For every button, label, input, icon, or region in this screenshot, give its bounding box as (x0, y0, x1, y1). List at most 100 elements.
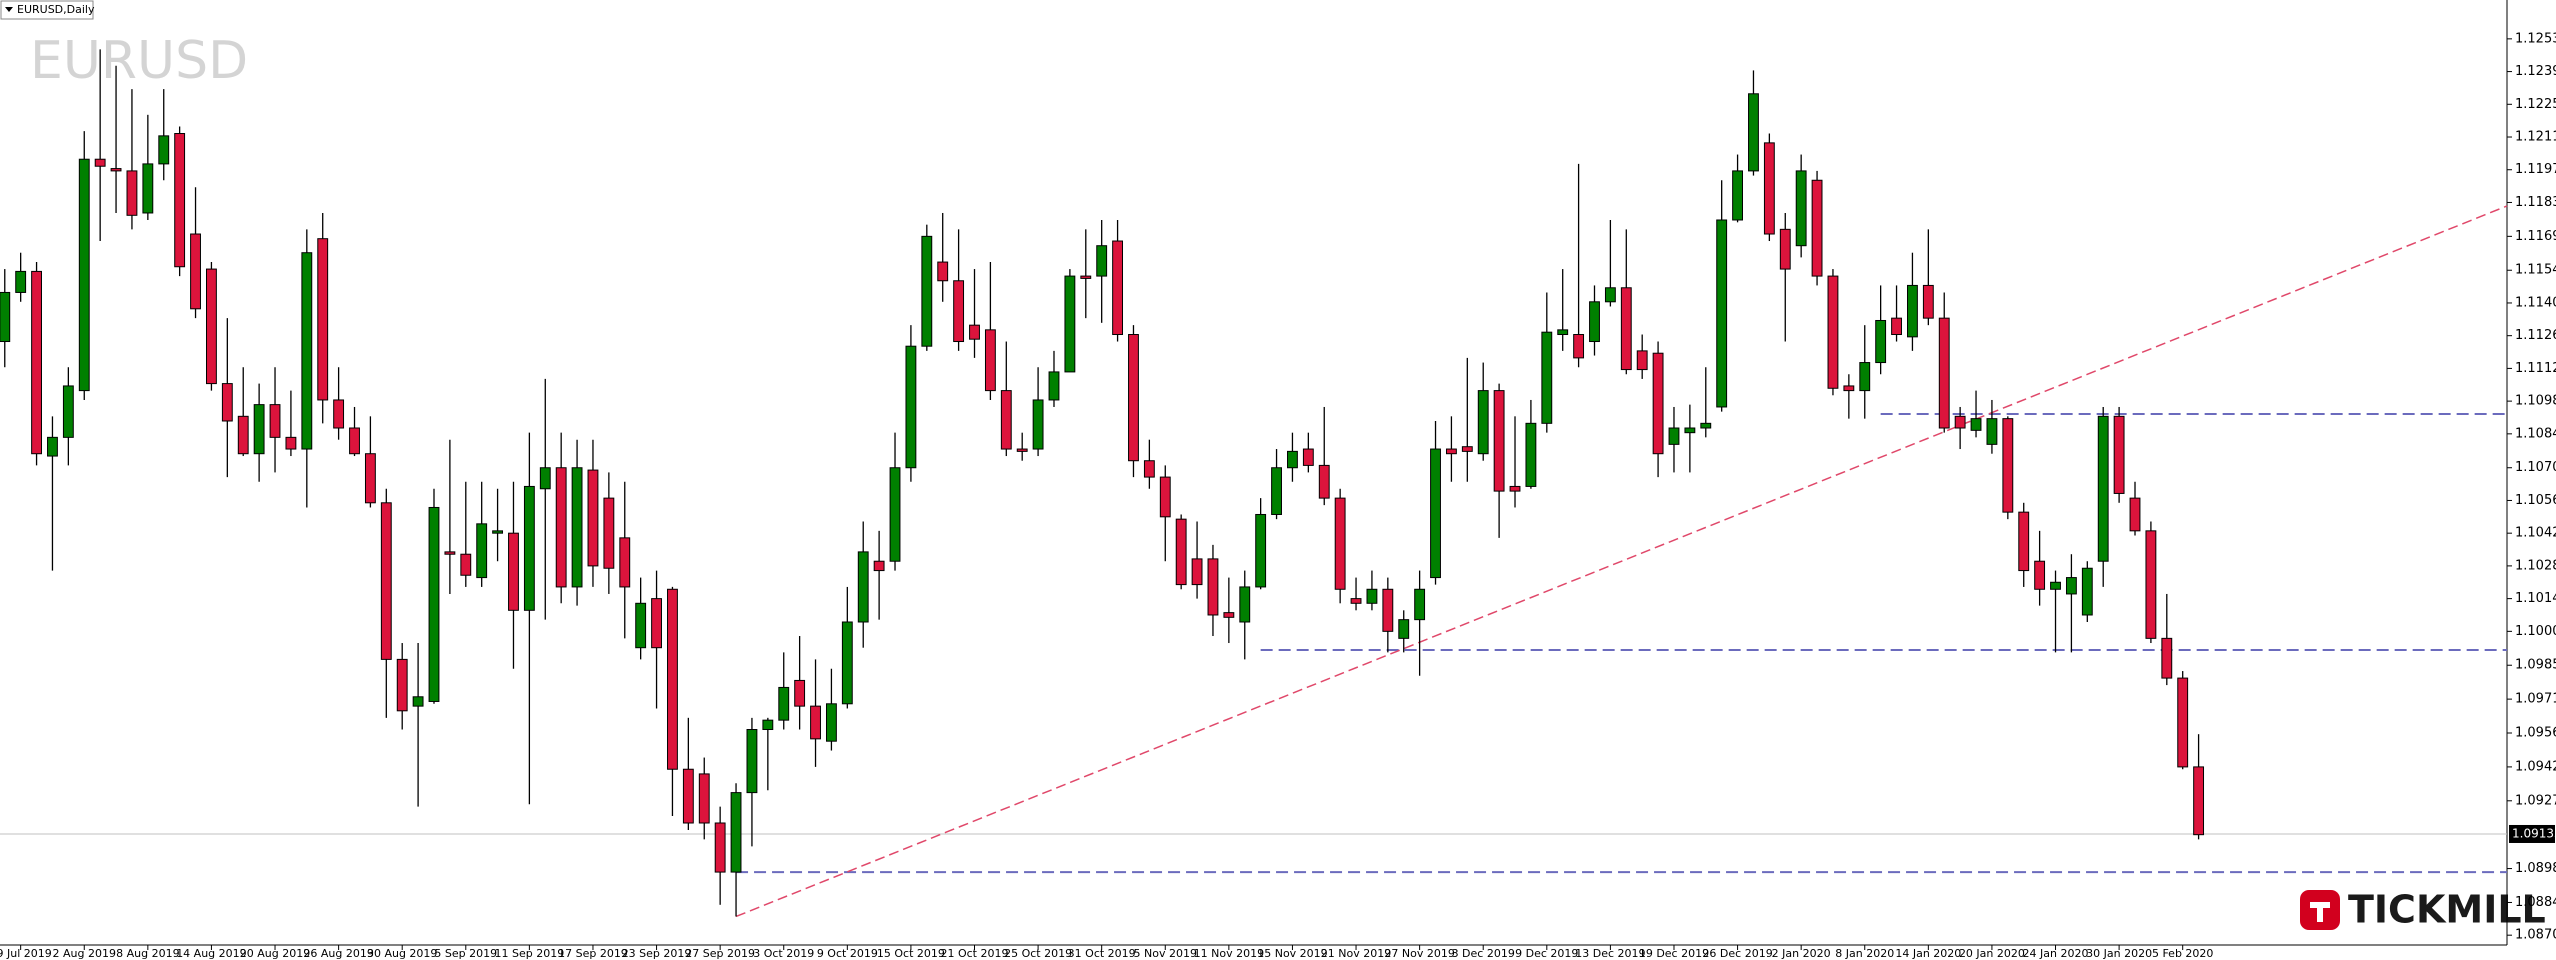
x-tick-label: 29 Jul 2019 (0, 947, 52, 960)
candle-body (2145, 530, 2157, 639)
candle (1287, 432, 1298, 482)
candle (142, 114, 154, 220)
candle (1843, 374, 1855, 419)
logo-glyph (2310, 902, 2330, 922)
candle-body (190, 233, 201, 310)
candle (1302, 432, 1314, 473)
x-tick-label: 17 Sep 2019 (558, 947, 628, 960)
candle-body (714, 822, 726, 873)
candle (1779, 212, 1791, 342)
candle-body (317, 238, 329, 401)
candle (2161, 593, 2173, 686)
candle-body (2018, 511, 2030, 572)
candle-body (1477, 390, 1489, 455)
candle (1509, 416, 1521, 508)
x-tick-label: 8 Jan 2020 (1835, 947, 1894, 960)
candle-body (221, 383, 233, 422)
candle (587, 439, 599, 587)
candle (969, 269, 980, 358)
candle (2081, 561, 2093, 622)
candle (1000, 341, 1012, 457)
candle-body (1668, 427, 1680, 445)
y-tick-label: 1.12115 (2515, 130, 2556, 145)
candle (1175, 514, 1187, 590)
candle-body (1302, 448, 1314, 466)
candle-body (2002, 418, 2014, 513)
candle-body (857, 551, 869, 623)
y-tick-label: 1.08840 (2515, 895, 2556, 910)
candle (1398, 610, 1410, 653)
candle (1032, 367, 1044, 457)
x-tick-label: 30 Aug 2019 (367, 947, 437, 960)
x-tick-label: 14 Aug 2019 (176, 947, 246, 960)
candle-body (1398, 619, 1410, 639)
candle (1541, 292, 1553, 433)
candle (523, 432, 535, 805)
candle (619, 481, 631, 639)
candle (1493, 383, 1505, 538)
candle (1970, 390, 1982, 438)
candle (174, 126, 186, 277)
candle (158, 89, 170, 181)
candle-body (635, 602, 647, 649)
candle (1589, 285, 1600, 356)
y-tick-label: 1.10420 (2515, 526, 2556, 541)
candle-body (1652, 352, 1664, 455)
candle (730, 783, 742, 917)
candle-body (1811, 179, 1823, 277)
candle (1445, 416, 1457, 482)
candle (460, 481, 472, 587)
candle-body (78, 158, 90, 392)
candle-body (1366, 588, 1378, 604)
candle-body (905, 345, 917, 469)
candle (1271, 449, 1282, 520)
logo-text: TICKMILL (2348, 888, 2546, 932)
candle-body (1604, 287, 1616, 303)
x-tick-label: 3 Oct 2019 (753, 947, 814, 960)
candle (47, 416, 58, 571)
candle (78, 131, 90, 400)
y-tick-label: 1.11835 (2515, 195, 2556, 210)
candle (380, 488, 392, 718)
candle (1557, 269, 1569, 351)
candle-body (730, 792, 742, 873)
x-tick-label: 27 Sep 2019 (685, 947, 755, 960)
candle-body (2050, 581, 2061, 590)
candle (301, 229, 313, 508)
candle-body (1827, 275, 1839, 389)
candle-body (444, 551, 456, 555)
y-tick-label: 1.11405 (2515, 295, 2556, 310)
candle-body (1907, 284, 1918, 338)
candle (1811, 170, 1823, 286)
current-price-label: 1.09133 (2512, 826, 2556, 840)
y-tick-label: 1.08985 (2515, 861, 2556, 876)
candle (921, 224, 933, 351)
y-tick-label: 1.11545 (2515, 263, 2556, 278)
candle (1255, 498, 1267, 590)
candle (2145, 521, 2157, 644)
y-tick-label: 1.10000 (2515, 624, 2556, 639)
candle-body (1636, 350, 1648, 371)
candle-body (1891, 317, 1902, 336)
candle-body (1875, 319, 1887, 364)
x-tick-label: 30 Jan 2020 (2086, 947, 2152, 960)
y-tick-label: 1.11125 (2515, 361, 2556, 376)
candle-body (794, 679, 806, 707)
candle (667, 586, 678, 816)
candle-body (1112, 240, 1124, 336)
candle-body (825, 703, 837, 742)
candle (1016, 432, 1028, 461)
candle-body (682, 768, 694, 824)
candle (762, 717, 774, 791)
candle (1636, 334, 1648, 379)
candle (285, 390, 297, 457)
candle (31, 262, 42, 466)
symbol-tag: EURUSD,Daily (0, 0, 95, 20)
candle-body (206, 268, 217, 385)
candle-body (1716, 219, 1728, 408)
candle (984, 262, 996, 400)
candle-body (94, 158, 106, 167)
current-price-box (2509, 824, 2555, 843)
candle-body (1620, 287, 1632, 371)
x-tick-label: 3 Dec 2019 (1452, 947, 1515, 960)
